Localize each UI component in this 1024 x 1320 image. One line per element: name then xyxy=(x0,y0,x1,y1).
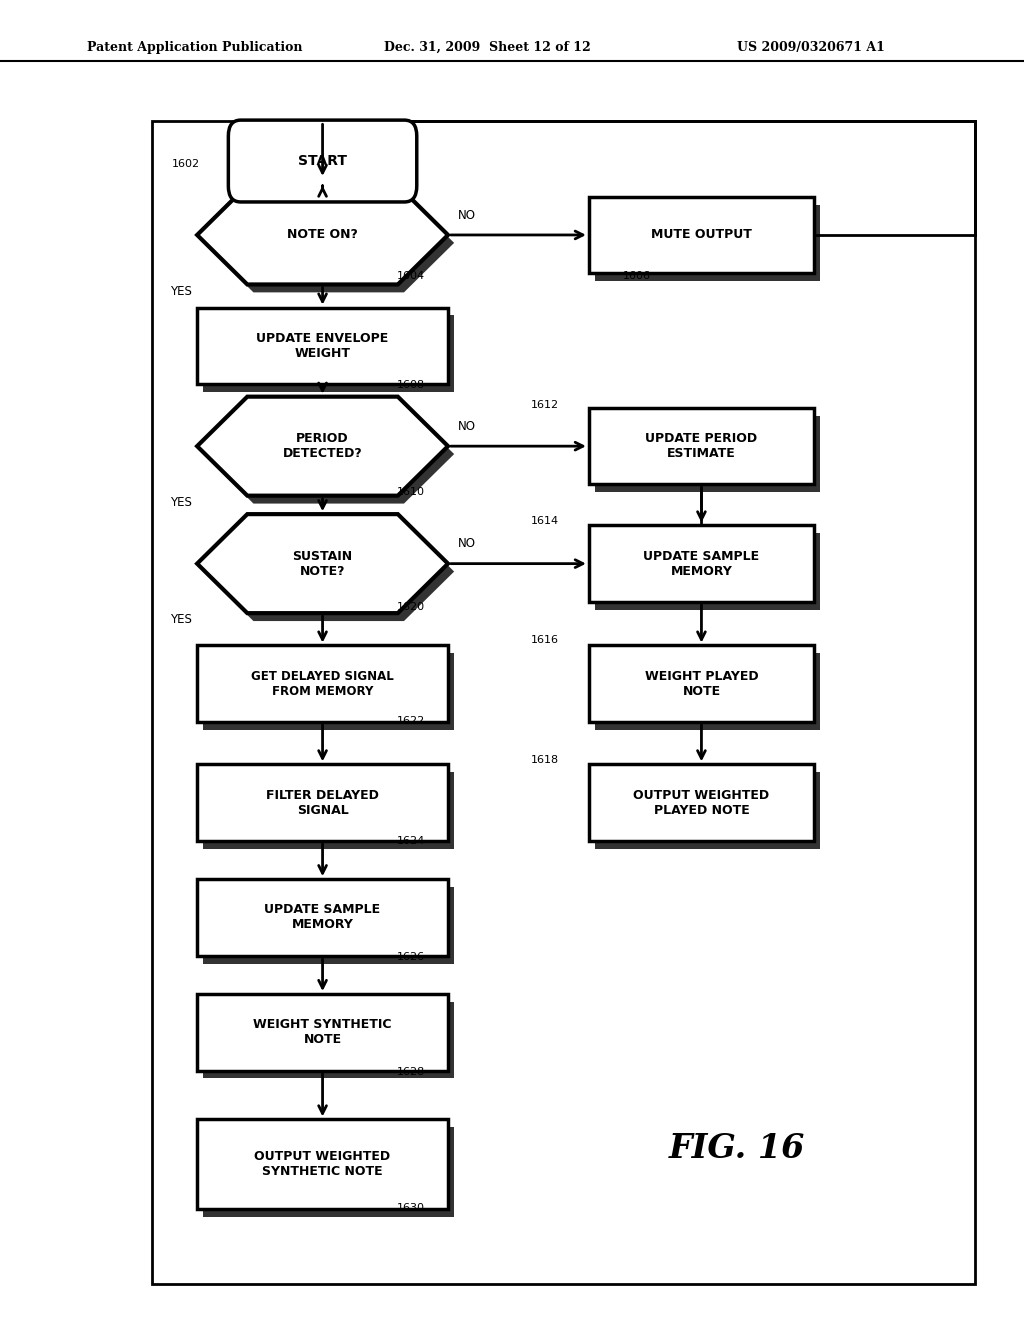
FancyBboxPatch shape xyxy=(203,653,455,730)
Text: UPDATE SAMPLE
MEMORY: UPDATE SAMPLE MEMORY xyxy=(264,903,381,932)
FancyBboxPatch shape xyxy=(203,1127,455,1217)
Text: 1628: 1628 xyxy=(397,1067,426,1077)
Text: YES: YES xyxy=(170,496,193,508)
Text: OUTPUT WEIGHTED
PLAYED NOTE: OUTPUT WEIGHTED PLAYED NOTE xyxy=(634,788,769,817)
Text: 1618: 1618 xyxy=(530,755,558,766)
FancyBboxPatch shape xyxy=(203,315,455,392)
Bar xyxy=(197,1119,449,1209)
Bar xyxy=(589,408,814,484)
Text: PERIOD
DETECTED?: PERIOD DETECTED? xyxy=(283,432,362,461)
Bar xyxy=(589,197,814,273)
Text: NO: NO xyxy=(459,537,476,550)
Polygon shape xyxy=(203,404,455,503)
Text: 1626: 1626 xyxy=(397,952,425,962)
Polygon shape xyxy=(203,523,455,622)
Text: UPDATE SAMPLE
MEMORY: UPDATE SAMPLE MEMORY xyxy=(643,549,760,578)
Bar xyxy=(152,121,975,1284)
Text: 1608: 1608 xyxy=(397,380,425,391)
Polygon shape xyxy=(197,186,449,285)
Text: Dec. 31, 2009  Sheet 12 of 12: Dec. 31, 2009 Sheet 12 of 12 xyxy=(384,41,591,54)
Bar xyxy=(589,525,814,602)
Bar xyxy=(589,645,814,722)
Text: 1602: 1602 xyxy=(172,158,200,169)
Text: 1622: 1622 xyxy=(397,715,426,726)
Text: 1614: 1614 xyxy=(530,516,558,527)
Polygon shape xyxy=(197,396,449,495)
Text: SUSTAIN
NOTE?: SUSTAIN NOTE? xyxy=(293,549,352,578)
Text: 1612: 1612 xyxy=(530,400,558,411)
Text: Patent Application Publication: Patent Application Publication xyxy=(87,41,302,54)
FancyBboxPatch shape xyxy=(228,120,417,202)
FancyBboxPatch shape xyxy=(203,1002,455,1078)
Text: GET DELAYED SIGNAL
FROM MEMORY: GET DELAYED SIGNAL FROM MEMORY xyxy=(251,669,394,698)
FancyBboxPatch shape xyxy=(203,887,455,964)
Text: 1606: 1606 xyxy=(623,271,650,281)
FancyBboxPatch shape xyxy=(595,533,820,610)
Bar xyxy=(197,764,449,841)
Bar xyxy=(197,308,449,384)
Text: 1630: 1630 xyxy=(397,1203,425,1213)
Bar xyxy=(197,879,449,956)
Text: 1616: 1616 xyxy=(530,635,558,645)
Polygon shape xyxy=(203,194,455,293)
Text: 1620: 1620 xyxy=(397,602,425,612)
Text: NOTE ON?: NOTE ON? xyxy=(287,228,358,242)
Text: OUTPUT WEIGHTED
SYNTHETIC NOTE: OUTPUT WEIGHTED SYNTHETIC NOTE xyxy=(255,1150,390,1179)
FancyBboxPatch shape xyxy=(595,205,820,281)
Text: FILTER DELAYED
SIGNAL: FILTER DELAYED SIGNAL xyxy=(266,788,379,817)
Text: FIG. 16: FIG. 16 xyxy=(669,1133,806,1166)
Text: YES: YES xyxy=(170,614,193,626)
Bar xyxy=(197,994,449,1071)
FancyBboxPatch shape xyxy=(595,416,820,492)
Text: WEIGHT SYNTHETIC
NOTE: WEIGHT SYNTHETIC NOTE xyxy=(253,1018,392,1047)
Text: UPDATE ENVELOPE
WEIGHT: UPDATE ENVELOPE WEIGHT xyxy=(256,331,389,360)
Text: 1624: 1624 xyxy=(397,836,426,846)
Bar xyxy=(197,645,449,722)
Text: UPDATE PERIOD
ESTIMATE: UPDATE PERIOD ESTIMATE xyxy=(645,432,758,461)
Text: YES: YES xyxy=(170,285,193,297)
Text: MUTE OUTPUT: MUTE OUTPUT xyxy=(651,228,752,242)
Polygon shape xyxy=(197,515,449,612)
Text: WEIGHT PLAYED
NOTE: WEIGHT PLAYED NOTE xyxy=(645,669,758,698)
Text: US 2009/0320671 A1: US 2009/0320671 A1 xyxy=(737,41,885,54)
FancyBboxPatch shape xyxy=(595,653,820,730)
Text: NO: NO xyxy=(459,209,476,222)
Text: START: START xyxy=(298,154,347,168)
FancyBboxPatch shape xyxy=(203,772,455,849)
Text: 1604: 1604 xyxy=(397,271,425,281)
Bar xyxy=(589,764,814,841)
Text: NO: NO xyxy=(459,420,476,433)
FancyBboxPatch shape xyxy=(595,772,820,849)
Text: 1610: 1610 xyxy=(397,487,425,498)
